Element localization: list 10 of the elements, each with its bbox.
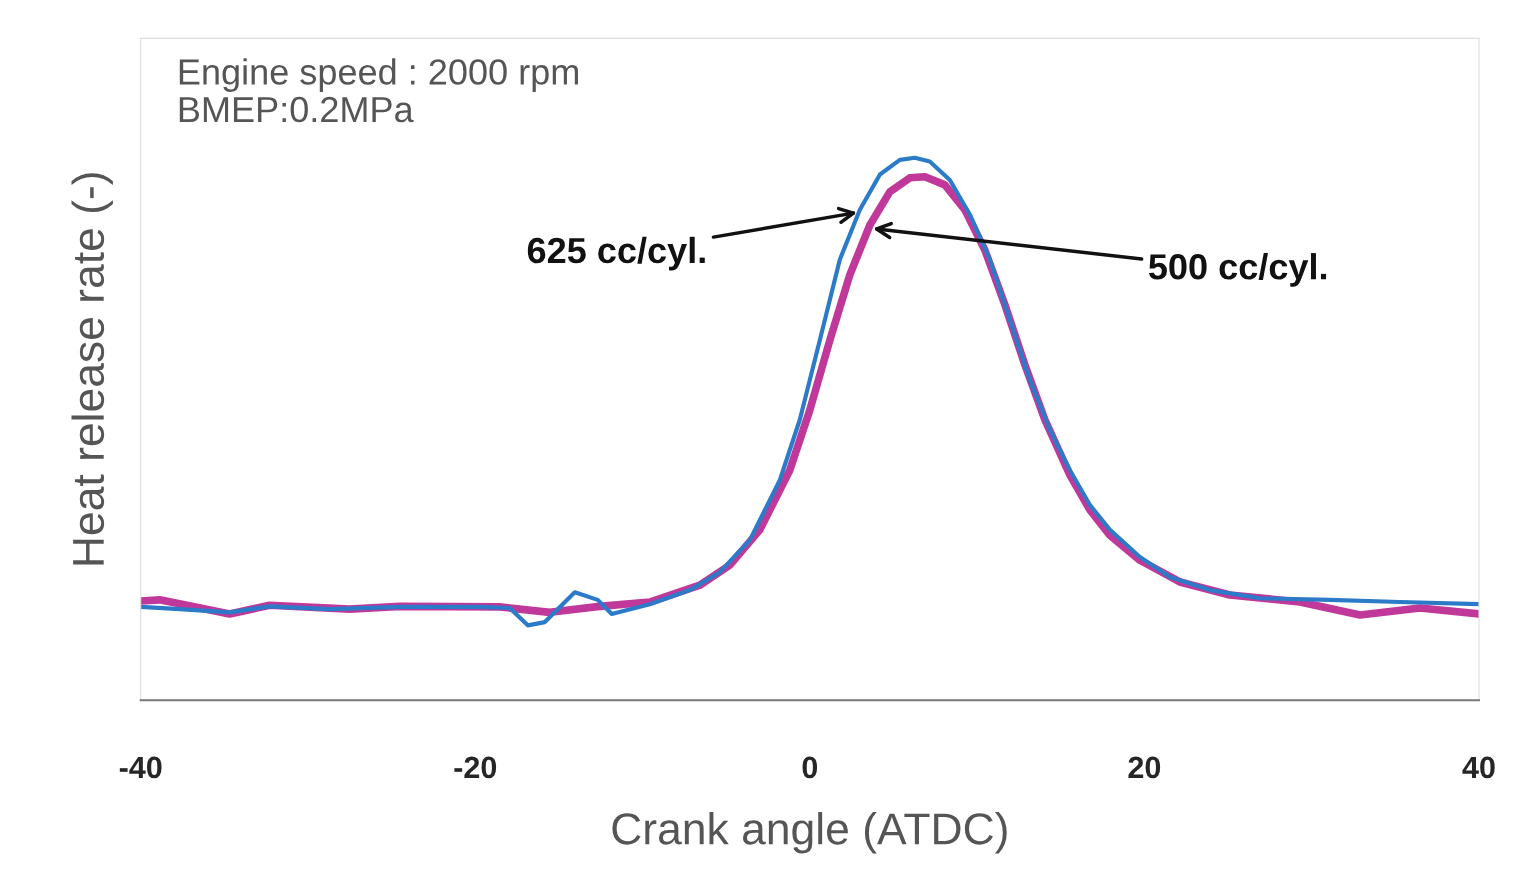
y-axis-title: Heat release rate (-) xyxy=(71,173,113,565)
x-tick-label: 0 xyxy=(802,756,818,779)
x-tick-label: -20 xyxy=(454,756,497,779)
annotation: 500 cc/cyl. xyxy=(1148,253,1327,287)
x-tick-label: 40 xyxy=(1462,756,1495,779)
annotation: 625 cc/cyl. xyxy=(527,236,705,271)
x-tick-label: -40 xyxy=(119,756,162,779)
x-axis-title: Crank angle (ATDC) xyxy=(612,812,1007,854)
text: Engine speed : 2000 rpm BMEP:0.2MPa xyxy=(179,58,578,123)
x-tick-label: 20 xyxy=(1128,756,1161,779)
